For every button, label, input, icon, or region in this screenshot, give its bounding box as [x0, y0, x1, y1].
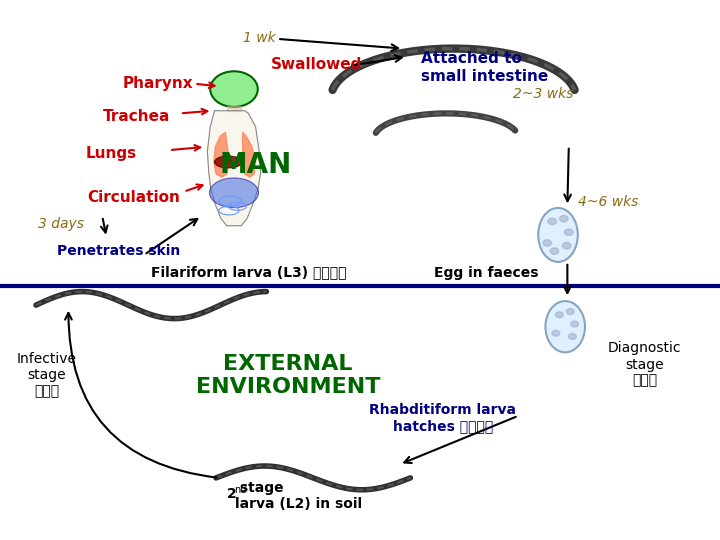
Circle shape [569, 333, 577, 339]
Text: Trachea: Trachea [103, 109, 171, 124]
Polygon shape [227, 106, 241, 111]
Circle shape [564, 229, 573, 235]
Polygon shape [243, 132, 256, 177]
Text: 3 days: 3 days [38, 217, 84, 231]
Text: Attached to
small intestine: Attached to small intestine [421, 51, 549, 84]
Text: 2~3 wks: 2~3 wks [513, 87, 574, 102]
Circle shape [559, 215, 568, 222]
Circle shape [562, 242, 571, 249]
Circle shape [566, 308, 575, 314]
Ellipse shape [546, 301, 585, 352]
Text: Diagnostic
stage
診斷期: Diagnostic stage 診斷期 [608, 341, 681, 388]
Text: Pharynx: Pharynx [123, 76, 194, 91]
Text: EXTERNAL
ENVIRONMENT: EXTERNAL ENVIRONMENT [196, 354, 380, 397]
Text: Rhabditiform larva
hatches 桿狀幼蟲: Rhabditiform larva hatches 桿狀幼蟲 [369, 403, 516, 434]
Text: stage
larva (L2) in soil: stage larva (L2) in soil [235, 481, 363, 511]
Circle shape [210, 71, 258, 107]
Text: Infective
stage
感染期: Infective stage 感染期 [17, 352, 77, 399]
Text: Penetrates skin: Penetrates skin [57, 244, 181, 258]
Text: Swallowed: Swallowed [271, 57, 362, 72]
Text: 2: 2 [227, 487, 237, 501]
Circle shape [548, 218, 557, 225]
Text: Filariform larva (L3) 絲狀幼蟲: Filariform larva (L3) 絲狀幼蟲 [150, 266, 346, 280]
Ellipse shape [539, 208, 577, 262]
Text: Circulation: Circulation [87, 190, 179, 205]
Ellipse shape [215, 156, 242, 168]
Ellipse shape [210, 178, 258, 207]
Circle shape [556, 312, 564, 318]
Polygon shape [214, 132, 229, 177]
Text: nd: nd [234, 485, 246, 495]
Circle shape [543, 240, 552, 246]
Text: MAN: MAN [220, 151, 292, 179]
Circle shape [571, 321, 579, 327]
Text: Lungs: Lungs [86, 146, 138, 161]
Circle shape [552, 330, 560, 336]
Text: Egg in faeces: Egg in faeces [433, 266, 539, 280]
Polygon shape [207, 111, 261, 226]
Text: 1 wk: 1 wk [243, 31, 276, 45]
Text: 4~6 wks: 4~6 wks [578, 195, 639, 210]
Circle shape [550, 248, 559, 254]
